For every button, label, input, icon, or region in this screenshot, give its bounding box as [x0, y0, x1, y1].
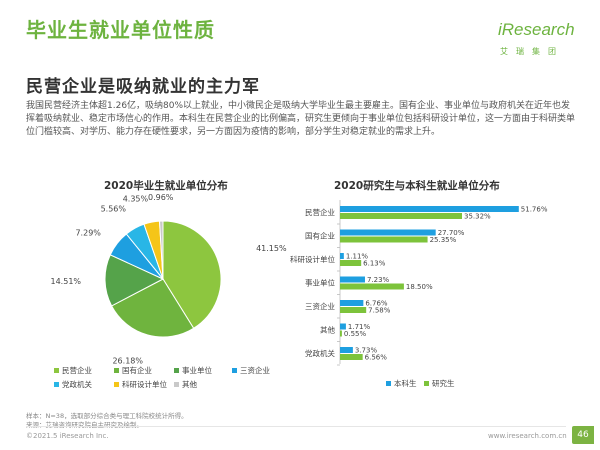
page-number: 46: [572, 426, 594, 444]
bar-data-label: 6.56%: [365, 354, 388, 362]
bar-data-label: 6.13%: [363, 260, 386, 268]
bar-data-label: 18.50%: [406, 283, 433, 291]
footnote-source: 来源：艾瑞咨询研究院自主研究及绘制。: [26, 421, 143, 429]
bar-legend-swatch: [424, 381, 429, 386]
pie-legend-swatch: [174, 382, 179, 387]
body-paragraph: 我国民营经济主体超1.26亿，吸纳80%以上就业，中小微民企是吸纳大学毕业生最主…: [26, 101, 576, 137]
pie-legend-label: 三资企业: [240, 365, 270, 375]
bar: [340, 283, 404, 290]
bar: [340, 206, 519, 212]
bar: [340, 354, 363, 360]
bar-legend-swatch: [386, 381, 391, 386]
bar: [340, 213, 463, 219]
pie-slice: [158, 220, 164, 280]
bar-category-label: 国有企业: [305, 231, 335, 241]
pie-slice: [104, 254, 165, 307]
pie-data-label: 5.56%: [101, 205, 127, 214]
pie-legend-swatch: [54, 382, 59, 387]
logo-subtext: 艾瑞集团: [500, 47, 564, 56]
bar: [340, 253, 344, 259]
bar: [340, 236, 428, 243]
bar-data-label: 0.55%: [344, 330, 367, 338]
bar: [340, 307, 367, 313]
pie-legend-swatch: [114, 382, 119, 387]
bar-data-label: 3.73%: [355, 347, 378, 355]
bar-category-label: 民营企业: [305, 207, 335, 217]
pie-legend-label: 国有企业: [122, 365, 152, 375]
pie-slice: [110, 278, 195, 338]
pie-data-label: 26.18%: [112, 356, 143, 365]
slide-title: 毕业生就业单位性质: [26, 18, 215, 42]
slide-subtitle: 民营企业是吸纳就业的主力军: [26, 77, 260, 97]
pie-data-label: 7.29%: [75, 228, 101, 237]
bar-category-label: 科研设计单位: [290, 254, 335, 264]
bar-data-label: 7.23%: [367, 276, 390, 284]
pie-legend-label: 民营企业: [62, 365, 92, 375]
pie-data-label: 4.35%: [123, 194, 149, 203]
bar-data-label: 1.71%: [348, 323, 371, 331]
pie-chart-title: 2020毕业生就业单位分布: [104, 180, 228, 192]
pie-legend-label: 事业单位: [182, 365, 212, 375]
bar: [340, 300, 364, 306]
bar-category-label: 党政机关: [305, 348, 335, 358]
bar-chart-title: 2020研究生与本科生就业单位分布: [334, 180, 500, 192]
bar-data-label: 51.76%: [521, 206, 548, 214]
bar-data-label: 6.76%: [365, 300, 388, 308]
bar: [340, 260, 362, 266]
iresearch-logo: iResearch 艾瑞集团: [488, 20, 578, 64]
footnote-sample: 样本：N=38，选取部分综合类与理工科院校统计所得。: [26, 412, 188, 420]
bar: [340, 347, 353, 353]
pie-data-label: 0.96%: [148, 193, 174, 202]
bar-data-label: 25.35%: [430, 236, 457, 244]
bar-data-label: 35.32%: [464, 213, 491, 221]
footer-copyright: ©2021.5 iResearch Inc.: [26, 432, 109, 440]
pie-legend-label: 其他: [182, 379, 197, 389]
pie-legend-label: 党政机关: [62, 379, 92, 389]
bar-legend-label: 研究生: [432, 378, 455, 388]
pie-legend-swatch: [232, 368, 237, 373]
footer-url: www.iresearch.com.cn: [488, 432, 567, 440]
bar-data-label: 7.58%: [368, 307, 391, 315]
pie-legend-label: 科研设计单位: [122, 379, 167, 389]
bar: [340, 323, 346, 330]
bar-data-label: 27.70%: [438, 229, 465, 237]
bar: [340, 330, 342, 337]
bar-category-label: 三资企业: [305, 301, 335, 311]
logo-wordmark: iResearch: [498, 20, 575, 39]
pie-data-label: 41.15%: [256, 244, 287, 253]
bar-category-label: 事业单位: [305, 278, 335, 288]
bar: [340, 229, 436, 236]
pie-legend-swatch: [54, 368, 59, 373]
pie-legend-swatch: [114, 368, 119, 373]
pie-data-label: 14.51%: [51, 277, 82, 286]
bar-legend-label: 本科生: [394, 378, 417, 388]
bar-category-label: 其他: [320, 325, 335, 335]
pie-legend-swatch: [174, 368, 179, 373]
bar: [340, 276, 365, 283]
footer-divider: [26, 426, 566, 427]
bar-data-label: 1.11%: [346, 253, 369, 261]
